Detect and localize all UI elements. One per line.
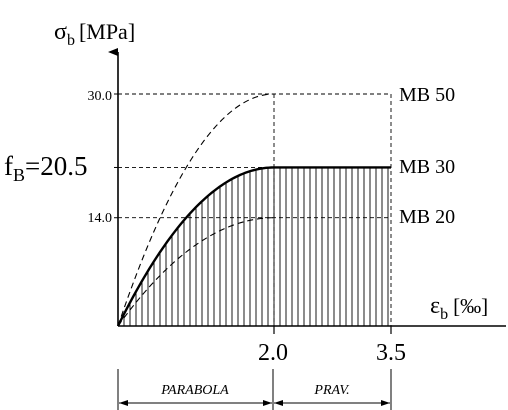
curve-mb20 [117,217,275,327]
region-label-prav: PRAV. [313,383,349,398]
x-axis-title: εb [‰] [430,293,488,323]
series-label-mb50: MB 50 [399,84,455,106]
region-dimension: PARABOLA PRAV. [117,369,392,410]
hatched-stress-block [123,167,389,326]
region-label-parabola: PARABOLA [160,383,229,398]
y-tick-label-30: 30.0 [88,89,113,104]
curve-mb50 [117,93,275,327]
curve-mb30 [116,166,391,327]
fb-label: fB=20.5 [4,151,88,185]
series-label-mb30: MB 30 [399,156,455,178]
reference-lines [114,93,392,334]
y-tick-label-14: 14.0 [88,211,113,226]
x-tick-label-3.5: 3.5 [376,340,406,366]
series-label-mb20: MB 20 [399,206,455,228]
y-axis-title: σb [MPa] [54,19,135,49]
x-tick-label-2: 2.0 [258,340,288,366]
stress-strain-curves [116,93,391,327]
